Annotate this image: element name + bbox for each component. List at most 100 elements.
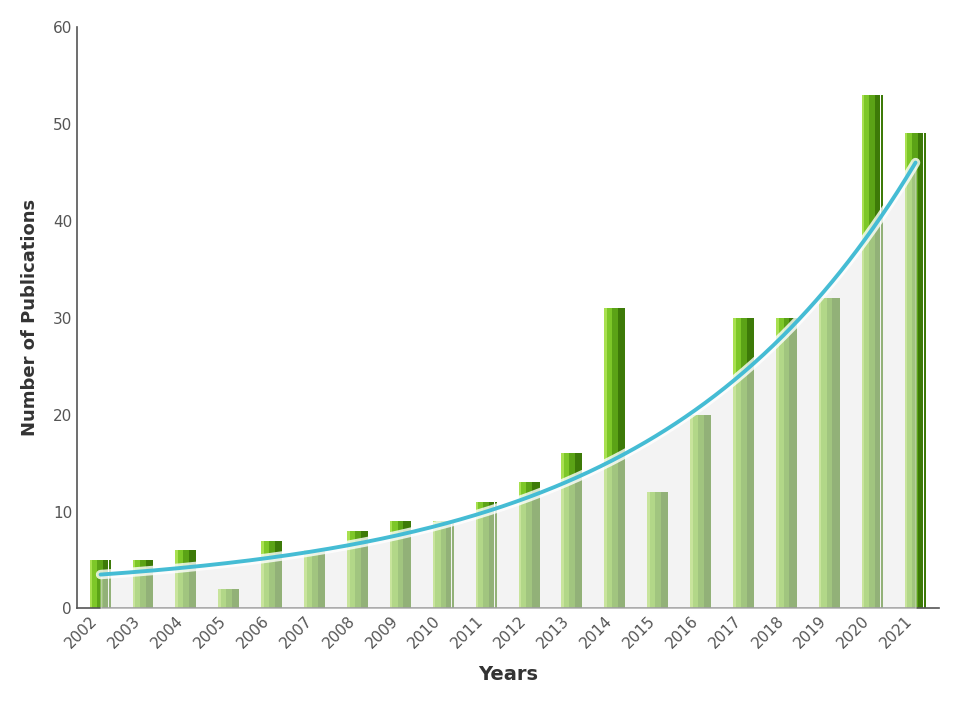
Bar xyxy=(704,415,708,608)
Bar xyxy=(152,560,154,608)
Bar xyxy=(323,551,325,608)
Bar xyxy=(366,531,368,608)
Bar xyxy=(518,482,522,608)
Bar xyxy=(655,492,661,608)
Bar xyxy=(880,94,882,608)
Bar xyxy=(397,521,404,608)
X-axis label: Years: Years xyxy=(478,665,538,684)
Bar xyxy=(275,541,280,608)
Bar xyxy=(484,502,490,608)
Bar xyxy=(194,551,197,608)
Bar xyxy=(819,298,823,608)
Bar xyxy=(92,560,99,608)
Bar xyxy=(478,502,485,608)
Bar xyxy=(647,492,651,608)
Bar xyxy=(306,551,313,608)
Bar xyxy=(433,521,437,608)
Bar xyxy=(666,492,668,608)
Bar xyxy=(218,589,222,608)
Bar xyxy=(660,492,666,608)
Bar xyxy=(912,133,919,608)
Bar xyxy=(607,308,613,608)
Bar xyxy=(822,298,828,608)
Bar xyxy=(623,308,625,608)
Bar xyxy=(783,318,790,608)
Bar xyxy=(183,551,189,608)
Bar xyxy=(605,308,609,608)
Bar xyxy=(789,318,795,608)
Bar xyxy=(390,521,394,608)
Bar xyxy=(231,589,237,608)
Y-axis label: Number of Publications: Number of Publications xyxy=(21,199,38,436)
Bar xyxy=(441,521,447,608)
Bar xyxy=(618,308,623,608)
Bar xyxy=(446,521,451,608)
Bar xyxy=(103,560,108,608)
Bar xyxy=(494,502,496,608)
Bar xyxy=(146,560,151,608)
Bar xyxy=(312,551,319,608)
Bar xyxy=(538,482,540,608)
Bar xyxy=(776,318,780,608)
Bar xyxy=(237,589,239,608)
Bar xyxy=(521,482,528,608)
Bar xyxy=(569,453,576,608)
Bar xyxy=(864,94,871,608)
Bar xyxy=(347,531,350,608)
Bar xyxy=(564,453,570,608)
Bar xyxy=(827,298,833,608)
Bar xyxy=(924,133,925,608)
Bar xyxy=(747,318,752,608)
Bar xyxy=(135,560,141,608)
Bar xyxy=(490,502,494,608)
Bar xyxy=(741,318,747,608)
Bar xyxy=(752,318,754,608)
Bar xyxy=(221,589,228,608)
Bar xyxy=(690,415,694,608)
Bar xyxy=(140,560,147,608)
Bar xyxy=(733,318,737,608)
Bar xyxy=(226,589,232,608)
Bar xyxy=(132,560,136,608)
Bar xyxy=(735,318,742,608)
Bar xyxy=(176,551,180,608)
Bar xyxy=(97,560,104,608)
Bar xyxy=(918,133,924,608)
Bar xyxy=(612,308,618,608)
Bar xyxy=(795,318,797,608)
Bar xyxy=(264,541,270,608)
Bar xyxy=(261,541,265,608)
Bar xyxy=(709,415,711,608)
Bar xyxy=(435,521,442,608)
Bar xyxy=(575,453,580,608)
Bar xyxy=(304,551,308,608)
Bar xyxy=(318,551,323,608)
Bar xyxy=(349,531,356,608)
Bar xyxy=(779,318,785,608)
Bar xyxy=(452,521,454,608)
Bar xyxy=(361,531,366,608)
Bar xyxy=(870,94,876,608)
Bar xyxy=(862,94,866,608)
Bar xyxy=(581,453,583,608)
Bar xyxy=(693,415,699,608)
Bar xyxy=(409,521,411,608)
Bar xyxy=(280,541,282,608)
Bar xyxy=(89,560,93,608)
Bar xyxy=(907,133,914,608)
Bar xyxy=(178,551,184,608)
Bar xyxy=(526,482,533,608)
Bar xyxy=(393,521,399,608)
Bar xyxy=(904,133,908,608)
Bar xyxy=(189,551,194,608)
Bar xyxy=(403,521,409,608)
Bar xyxy=(108,560,110,608)
Bar xyxy=(832,298,837,608)
Bar xyxy=(562,453,565,608)
Bar xyxy=(475,502,480,608)
Bar xyxy=(698,415,705,608)
Bar xyxy=(269,541,276,608)
Bar xyxy=(532,482,538,608)
Bar xyxy=(838,298,840,608)
Bar xyxy=(650,492,657,608)
